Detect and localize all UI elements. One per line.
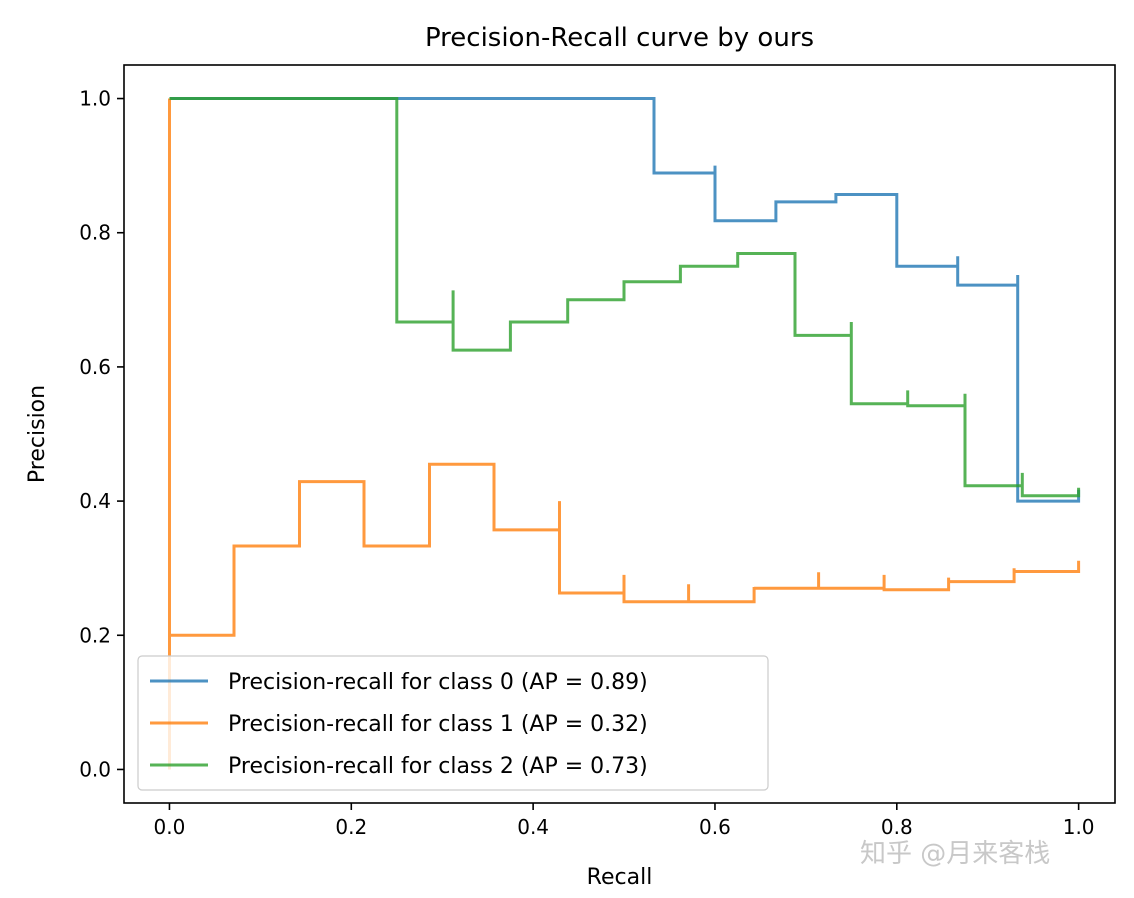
x-tick-label: 0.6 (699, 815, 731, 839)
y-tick-label: 1.0 (79, 87, 111, 111)
chart-title: Precision-Recall curve by ours (425, 23, 814, 53)
y-tick-label: 0.6 (79, 355, 111, 379)
x-tick-label: 0.2 (335, 815, 367, 839)
legend-label: Precision-recall for class 2 (AP = 0.73) (228, 754, 648, 779)
plot-frame (123, 64, 1116, 804)
x-tick-label: 0.8 (881, 815, 913, 839)
y-tick-label: 0.4 (79, 489, 111, 513)
legend-box (137, 655, 769, 791)
y-tick-label: 0.2 (79, 623, 111, 647)
y-tick-label: 0.8 (79, 221, 111, 245)
x-tick-label: 0.4 (517, 815, 549, 839)
x-tick-label: 1.0 (1063, 815, 1095, 839)
legend-label: Precision-recall for class 0 (AP = 0.89) (228, 670, 648, 695)
watermark-text: 知乎 @月来客栈 (860, 839, 1050, 869)
y-axis-title: Precision (25, 385, 50, 483)
legend: Precision-recall for class 0 (AP = 0.89)… (137, 655, 769, 791)
series-line-class-2 (169, 97, 1081, 498)
legend-label: Precision-recall for class 1 (AP = 0.32) (228, 712, 648, 737)
x-axis-title: Recall (587, 865, 653, 890)
x-axis-ticks: 0.0 0.2 0.4 0.6 0.8 1.0 (154, 803, 1095, 839)
series-line-class-0 (169, 97, 1081, 503)
series-layer (168, 97, 1081, 770)
x-tick-label: 0.0 (154, 815, 186, 839)
y-axis-ticks: 0.0 0.2 0.4 0.6 0.8 1.0 (79, 87, 124, 781)
series-line-class-1 (168, 98, 1081, 770)
y-tick-label: 0.0 (79, 757, 111, 781)
